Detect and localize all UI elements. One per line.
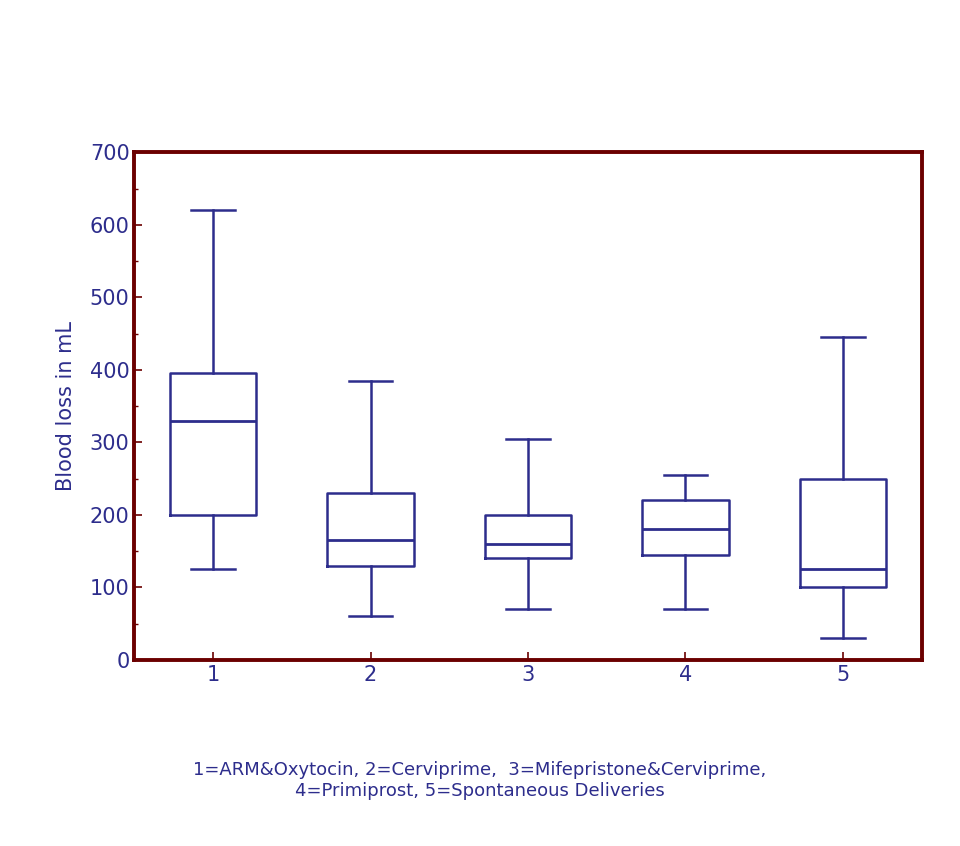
Text: 1=ARM&Oxytocin, 2=Cerviprime,  3=Mifepristone&Cerviprime,
4=Primiprost, 5=Sponta: 1=ARM&Oxytocin, 2=Cerviprime, 3=Mifepris… (193, 761, 767, 800)
Y-axis label: Blood loss in mL: Blood loss in mL (56, 321, 76, 491)
